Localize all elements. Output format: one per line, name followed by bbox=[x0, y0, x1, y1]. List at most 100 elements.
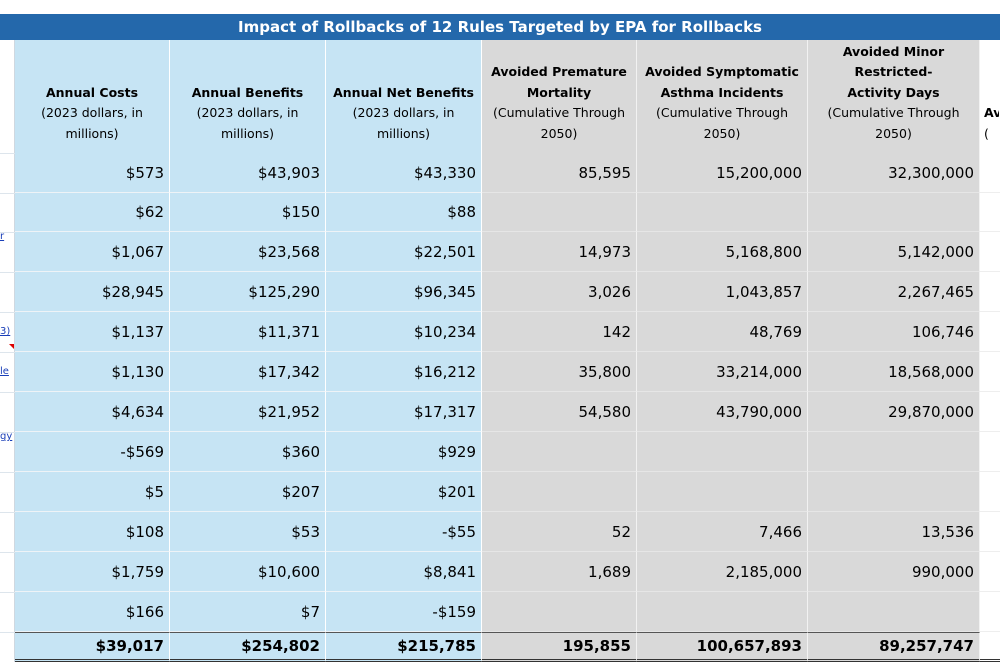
header-subtitle: (2023 dollars, in bbox=[41, 105, 143, 120]
link-text: le bbox=[0, 366, 9, 377]
total-value: 100,657,893 bbox=[696, 637, 802, 655]
table-cell bbox=[808, 432, 980, 472]
clipped-link: 3) bbox=[0, 326, 15, 337]
table-cell: $201 bbox=[326, 472, 482, 512]
header-title: Mortality bbox=[526, 84, 592, 100]
link-text: 3) bbox=[0, 326, 11, 337]
cell-value: 15,200,000 bbox=[716, 163, 802, 182]
edge-cell bbox=[980, 153, 1000, 193]
clipped-link: r bbox=[0, 231, 15, 242]
cell-value: 32,300,000 bbox=[888, 163, 974, 182]
edge-cell bbox=[980, 592, 1000, 632]
table-cell: $929 bbox=[326, 432, 482, 472]
clipped-link: gy bbox=[0, 431, 15, 442]
header-title: Annual Net Benefits bbox=[333, 84, 474, 100]
row-line bbox=[0, 512, 15, 513]
cell-value: 7,466 bbox=[759, 522, 802, 541]
table-cell: 85,595 bbox=[482, 153, 637, 193]
cell-value: 33,214,000 bbox=[716, 362, 802, 381]
column-header: Annual Net Benefits (2023 dollars, in mill… bbox=[326, 40, 482, 153]
table-cell bbox=[637, 592, 808, 632]
cell-value: $125,290 bbox=[248, 282, 320, 301]
cell-value: 48,769 bbox=[749, 322, 803, 341]
table-cell: $8,841 bbox=[326, 552, 482, 592]
header-subtitle: ( bbox=[984, 125, 989, 141]
table-cell: $7 bbox=[170, 592, 326, 632]
cell-value: $201 bbox=[437, 482, 476, 501]
table-cell: 32,300,000 bbox=[808, 153, 980, 193]
cell-value: $5 bbox=[144, 482, 164, 501]
header-subtitle: (Cumulative Through bbox=[655, 105, 789, 120]
cell-value: $1,137 bbox=[111, 322, 165, 341]
total-cell: 89,257,747 bbox=[808, 632, 980, 662]
table-cell: 990,000 bbox=[808, 552, 980, 592]
cell-value: $23,568 bbox=[257, 242, 320, 261]
comment-marker bbox=[9, 344, 14, 349]
header-title: Asthma Incidents bbox=[660, 84, 784, 100]
cell-value: -$55 bbox=[441, 522, 476, 541]
total-cell: $215,785 bbox=[326, 632, 482, 662]
table-cell: -$55 bbox=[326, 512, 482, 552]
table-cell: 15,200,000 bbox=[637, 153, 808, 193]
total-value: $254,802 bbox=[241, 637, 320, 655]
total-value: $39,017 bbox=[95, 637, 164, 655]
cell-value: $1,130 bbox=[111, 362, 165, 381]
header-title: Annual Costs bbox=[45, 84, 139, 100]
table-cell: 142 bbox=[482, 312, 637, 352]
header-title: Restricted- bbox=[854, 64, 933, 79]
table-cell: 106,746 bbox=[808, 312, 980, 352]
cell-value: $88 bbox=[447, 203, 476, 221]
table-cell: $11,371 bbox=[170, 312, 326, 352]
table-cell: $17,342 bbox=[170, 352, 326, 392]
row-line bbox=[0, 592, 15, 593]
table-cell bbox=[482, 472, 637, 512]
cell-value: $1,759 bbox=[111, 562, 165, 581]
table-cell: -$159 bbox=[326, 592, 482, 632]
table-cell: $22,501 bbox=[326, 232, 482, 272]
table-cell: 48,769 bbox=[637, 312, 808, 352]
table-cell: 52 bbox=[482, 512, 637, 552]
table-cell: $207 bbox=[170, 472, 326, 512]
cell-value: 18,568,000 bbox=[888, 362, 974, 381]
table-cell: 2,185,000 bbox=[637, 552, 808, 592]
cell-value: $53 bbox=[291, 522, 320, 541]
table-cell: $96,345 bbox=[326, 272, 482, 312]
total-cell: $254,802 bbox=[170, 632, 326, 662]
table-cell bbox=[637, 432, 808, 472]
cell-value: $96,345 bbox=[413, 282, 476, 301]
table-cell: $10,234 bbox=[326, 312, 482, 352]
cell-value: 5,142,000 bbox=[897, 242, 974, 261]
table-cell: 1,689 bbox=[482, 552, 637, 592]
cell-value: $1,067 bbox=[111, 242, 165, 261]
header-subtitle: (Cumulative Through bbox=[492, 105, 626, 120]
cell-value: 1,043,857 bbox=[725, 282, 802, 301]
table-cell bbox=[482, 592, 637, 632]
header-title: Av bbox=[984, 105, 1000, 120]
header-subtitle: (2023 dollars, in bbox=[196, 105, 299, 120]
table-cell: $166 bbox=[15, 592, 170, 632]
cell-value: $11,371 bbox=[257, 322, 320, 341]
left-column bbox=[0, 40, 15, 662]
cell-value: 54,580 bbox=[578, 402, 632, 421]
column-header: Avoided Premature Mortality (Cumulative Th… bbox=[482, 40, 637, 153]
cell-value: 990,000 bbox=[911, 562, 974, 581]
header-title: Annual Benefits bbox=[191, 84, 304, 100]
header-subtitle: 2050) bbox=[703, 125, 741, 141]
cell-value: 2,185,000 bbox=[725, 562, 802, 581]
cell-value: 106,746 bbox=[911, 322, 974, 341]
table-cell: 7,466 bbox=[637, 512, 808, 552]
edge-cell bbox=[980, 352, 1000, 392]
table-cell: 2,267,465 bbox=[808, 272, 980, 312]
table-cell: 33,214,000 bbox=[637, 352, 808, 392]
cell-value: 142 bbox=[602, 322, 631, 341]
table-cell: $108 bbox=[15, 512, 170, 552]
table-cell: $28,945 bbox=[15, 272, 170, 312]
cell-value: 29,870,000 bbox=[888, 402, 974, 421]
cell-value: $21,952 bbox=[257, 402, 320, 421]
cell-value: $17,317 bbox=[413, 402, 476, 421]
cell-value: 43,790,000 bbox=[716, 402, 802, 421]
cell-value: 1,689 bbox=[588, 562, 631, 581]
table-cell: 3,026 bbox=[482, 272, 637, 312]
table-cell: $62 bbox=[15, 193, 170, 232]
table-cell: $125,290 bbox=[170, 272, 326, 312]
